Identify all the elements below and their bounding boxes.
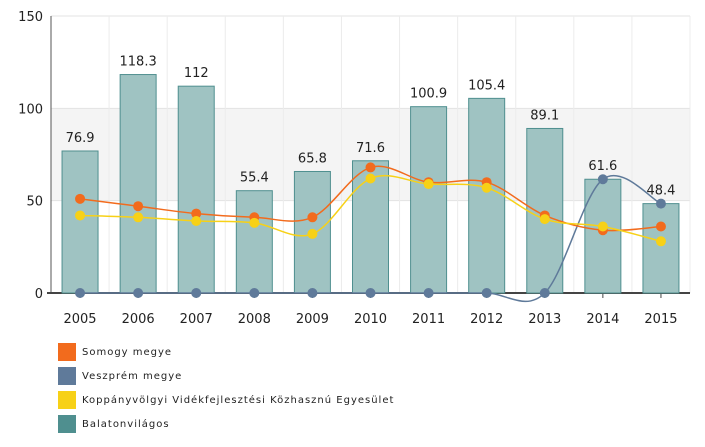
x-tick-label: 2012 [470,312,503,327]
series-point [423,288,434,298]
bar [61,150,99,294]
bar-data-label: 65.8 [298,151,327,166]
series-point [481,182,492,193]
bar [410,106,448,294]
legend-label: Somogy megye [82,346,173,358]
y-tick-label: 150 [18,10,43,25]
x-tick-label: 2010 [354,312,387,327]
bar-data-label: 48.4 [646,184,675,199]
bar-data-label: 118.3 [120,55,157,70]
bar [235,190,273,294]
legend-swatch-koppanyvolgyi [58,391,76,409]
x-tick-label: 2005 [63,312,96,327]
chart: 0 50 100 150 2005 2006 2007 2008 2009 2010 2011 201… [18,10,691,327]
series-point [191,215,202,226]
series-point [249,217,260,228]
series-point [655,198,666,209]
bar [468,97,506,294]
series-point [191,288,202,298]
series-point [423,179,434,190]
legend-swatch-balatonvilagos [58,415,76,433]
x-tick-label: 2007 [180,312,213,327]
bar-data-label: 89.1 [530,108,559,123]
series-point [75,210,86,221]
legend-item-veszprem: Veszprém megye [58,364,394,388]
legend-label: Koppányvölgyi Vidékfejlesztési Közhasznú… [82,394,395,406]
legend-label: Veszprém megye [82,370,183,382]
bar-data-label: 55.4 [240,171,269,186]
series-point [75,193,86,204]
series-point [307,228,318,239]
series-point [539,288,550,298]
series-point [655,221,666,232]
bar-data-label: 100.9 [410,87,447,102]
legend-label: Balatonvilágos [82,418,170,430]
bar-data-label: 71.6 [356,141,385,156]
series-point [191,208,202,219]
legend-swatch-somogy [58,343,76,361]
x-tick-label: 2015 [644,312,677,327]
x-tick-label: 2014 [586,312,619,327]
series-line [80,175,662,303]
legend-swatch-veszprem [58,367,76,385]
series-point [307,288,318,298]
series-point [249,288,260,298]
bar [584,178,622,294]
x-tick-label: 2008 [238,312,271,327]
x-tick-label: 2011 [412,312,445,327]
y-tick-label: 50 [26,195,43,210]
bar-data-label: 112 [184,66,209,81]
series-point [75,288,86,298]
series-point [133,201,144,212]
series-point [133,288,144,298]
x-tick-label: 2013 [528,312,561,327]
legend-item-somogy: Somogy megye [58,340,394,364]
series-point [133,212,144,223]
series-point [307,212,318,223]
y-tick-label: 0 [35,287,43,302]
bar [177,85,215,294]
bar [642,203,680,294]
series-point [365,288,376,298]
bar-data-label: 105.4 [468,78,505,93]
y-tick-label: 100 [18,102,43,117]
series-point [365,173,376,184]
series-point [597,174,608,185]
bar-data-label: 61.6 [588,159,617,174]
legend-item-balatonvilagos: Balatonvilágos [58,412,394,436]
x-tick-label: 2006 [122,312,155,327]
grid-band [51,16,690,109]
legend: Somogy megye Veszprém megye Koppányvölgy… [58,340,394,436]
series-point [365,162,376,173]
x-tick-label: 2009 [296,312,329,327]
bar [119,74,157,294]
series-point [655,236,666,247]
legend-item-koppanyvolgyi: Koppányvölgyi Vidékfejlesztési Közhasznú… [58,388,394,412]
series-point [539,214,550,225]
bar-data-label: 76.9 [66,131,95,146]
series-point [597,221,608,232]
series-point [481,288,492,298]
